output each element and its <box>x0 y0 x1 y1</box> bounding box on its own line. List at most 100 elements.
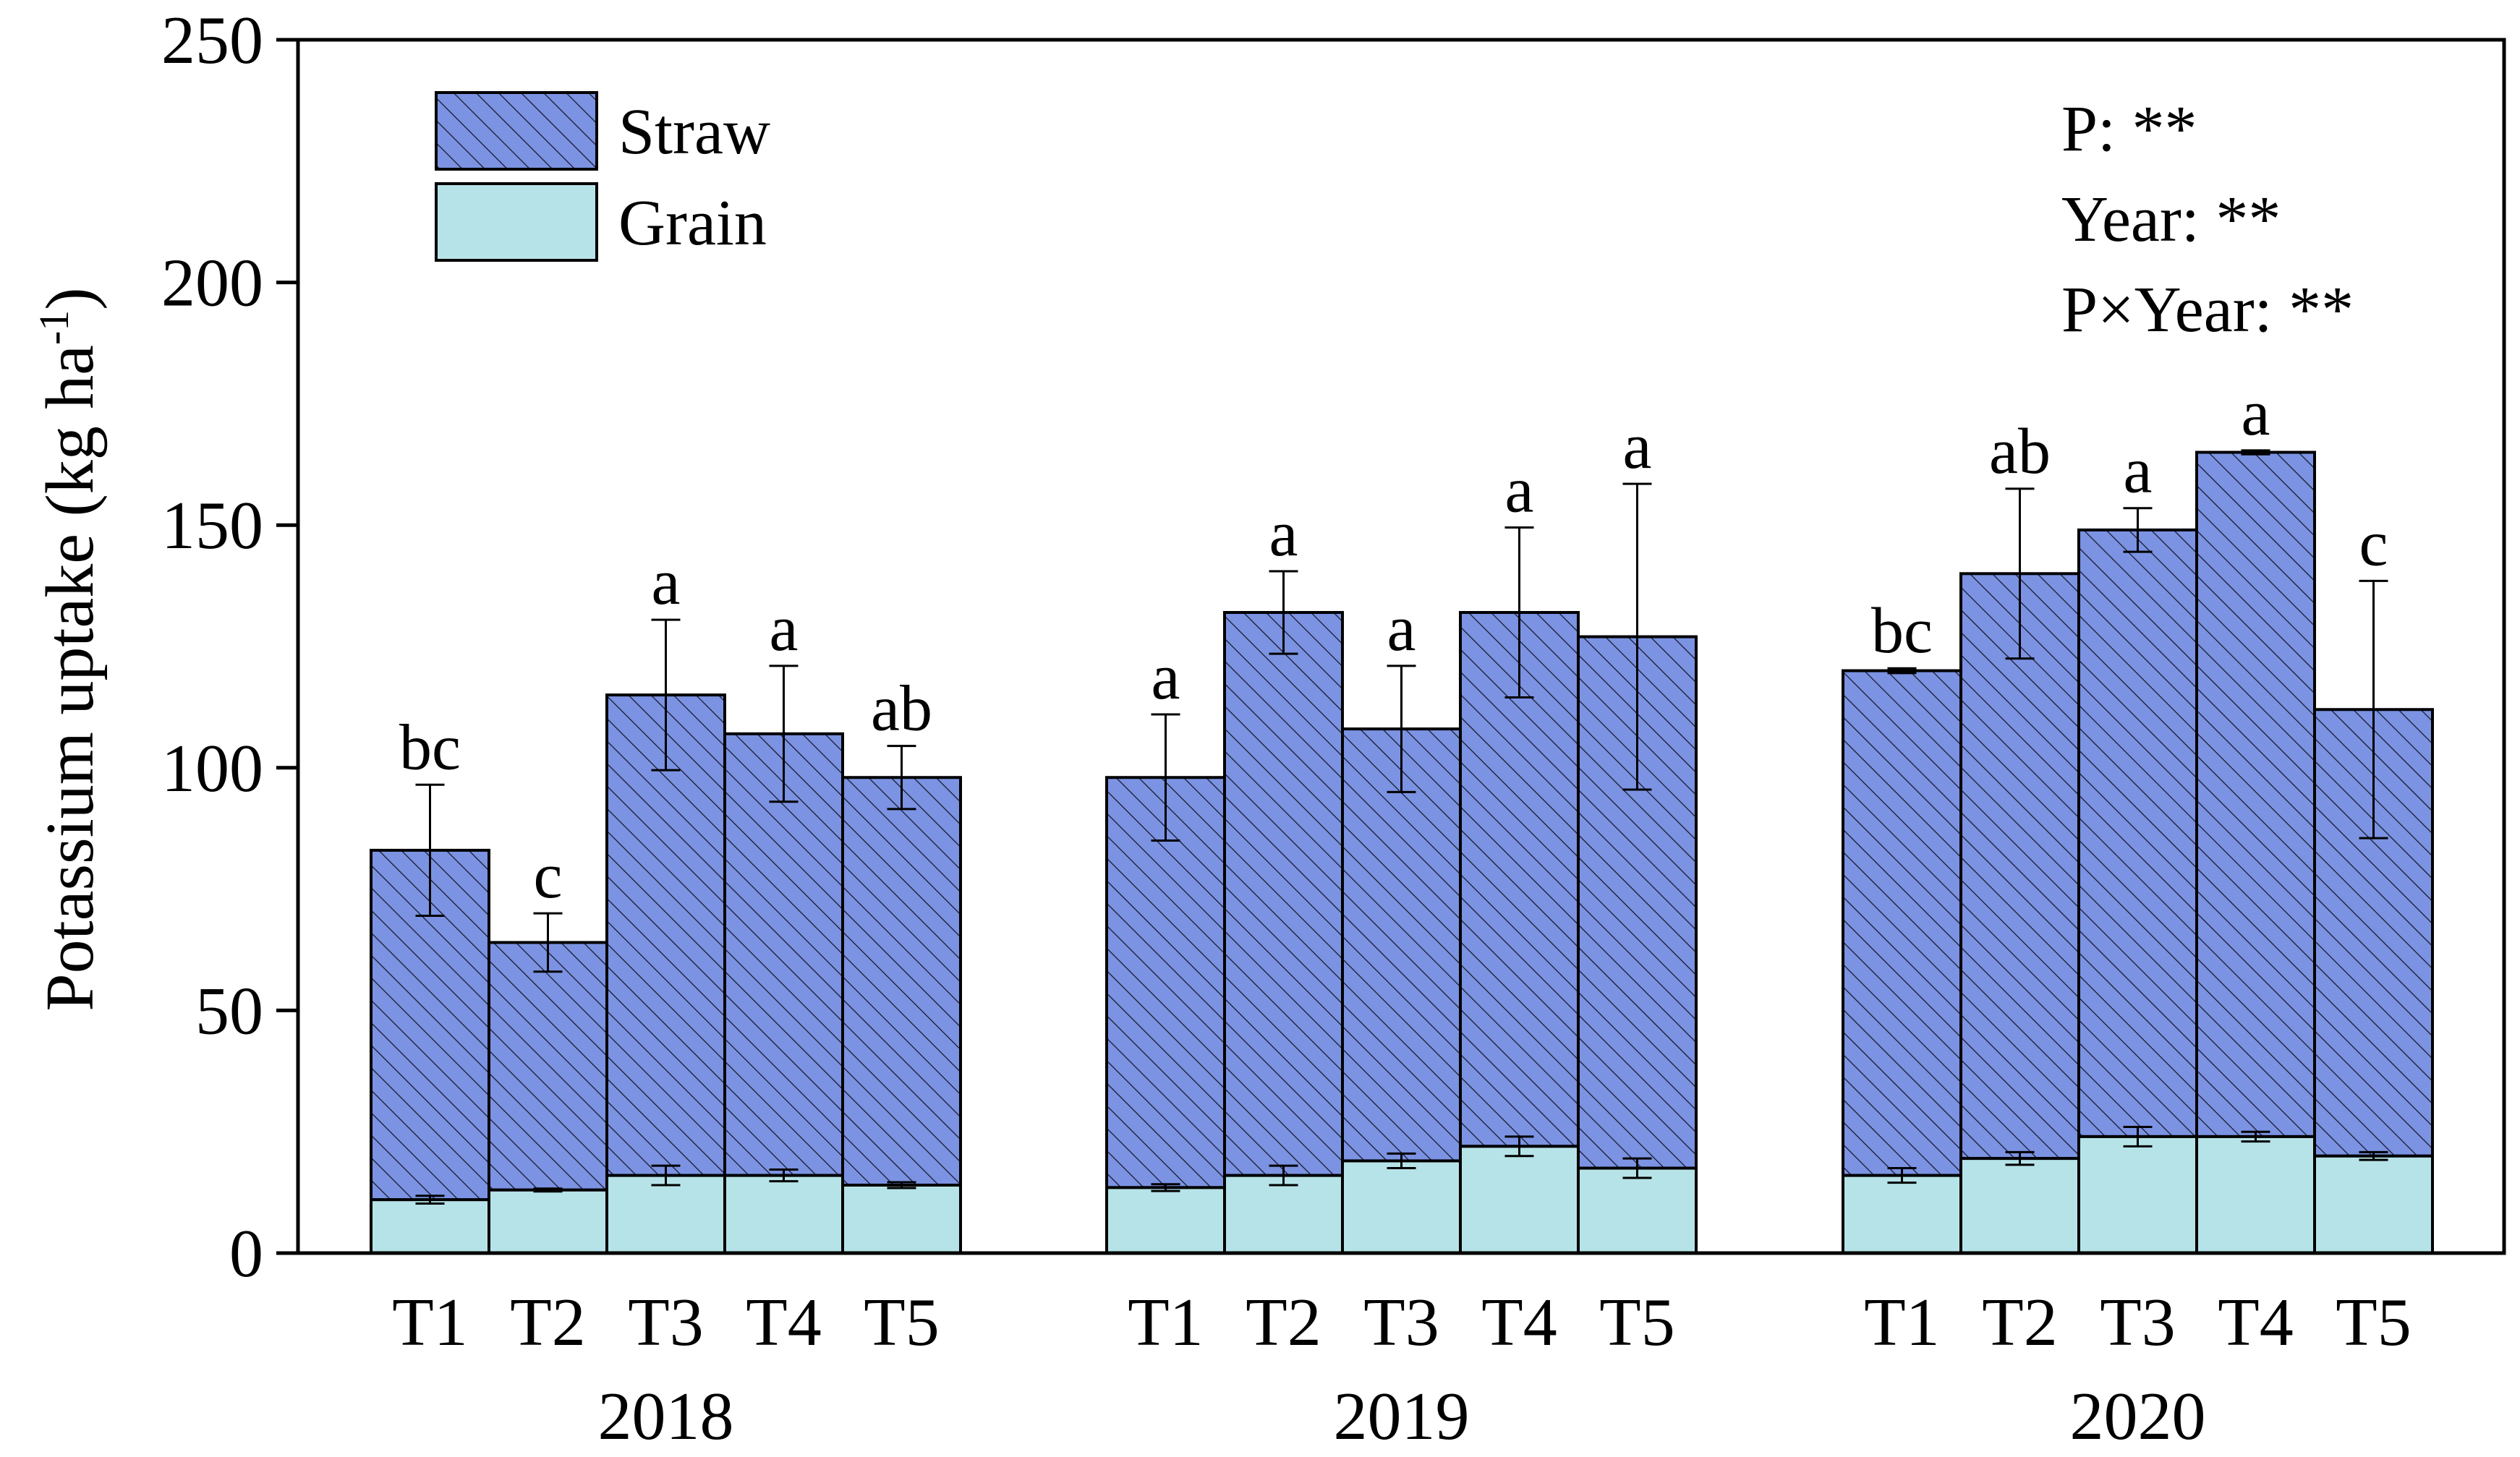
error-bar-grain-2020-T5 <box>2359 1150 2388 1161</box>
x-tick-label-2019-T1: T1 <box>1128 1285 1203 1360</box>
legend-swatch-straw <box>435 91 598 171</box>
error-bar-grain-2018-T2 <box>533 1187 563 1193</box>
error-bar-grain-2018-T4 <box>769 1168 799 1183</box>
significance-letter-2018-T3: a <box>652 547 681 618</box>
labels-layer: bc T1 c T2 a T3 a T4 ab T5 2018 a T1 a T2 a T3 a T4 a T5 2019… <box>161 3 2412 1454</box>
x-tick-label-2019-T3: T3 <box>1363 1285 1439 1360</box>
x-tick-label-2019-T5: T5 <box>1599 1285 1674 1360</box>
x-tick-label-2019-T4: T4 <box>1481 1285 1557 1360</box>
error-bar-total-2018-T2 <box>533 912 563 973</box>
error-bar-total-2018-T4 <box>769 665 799 803</box>
annotation-p-by-year: P×Year: ** <box>2061 274 2354 346</box>
error-bar-total-2019-T1 <box>1151 713 1180 842</box>
error-bar-grain-2019-T4 <box>1504 1135 1534 1158</box>
bar-straw-2020-T5 <box>2313 708 2434 1158</box>
y-axis-title: Potassium uptake (kg ha-1) <box>30 287 108 1011</box>
x-tick-label-2020-T3: T3 <box>2100 1285 2175 1360</box>
error-bar-grain-2019-T5 <box>1622 1157 1652 1179</box>
bar-grain-2020-T3 <box>2077 1135 2198 1255</box>
error-bar-total-2020-T2 <box>2005 487 2035 660</box>
bar-grain-2019-T4 <box>1459 1145 1580 1255</box>
bar-straw-2019-T3 <box>1341 727 1462 1163</box>
y-tick-label-250: 250 <box>161 3 263 78</box>
x-tick-label-2018-T2: T2 <box>510 1285 585 1360</box>
significance-letter-2018-T5: ab <box>871 673 932 745</box>
x-tick-label-2019-T2: T2 <box>1246 1285 1321 1360</box>
bar-grain-2018-T5 <box>841 1184 962 1255</box>
bar-grain-2018-T4 <box>723 1174 844 1255</box>
annotation-year: Year: ** <box>2061 184 2281 255</box>
bar-grain-2020-T2 <box>1959 1157 2080 1255</box>
error-bar-grain-2019-T3 <box>1387 1152 1416 1170</box>
x-tick-label-2018-T4: T4 <box>746 1285 821 1360</box>
significance-letter-2019-T4: a <box>1505 455 1534 526</box>
significance-letter-2019-T3: a <box>1387 593 1416 665</box>
error-bar-grain-2020-T3 <box>2123 1125 2153 1148</box>
significance-letter-2018-T1: bc <box>399 712 461 783</box>
x-tick-label-2018-T1: T1 <box>392 1285 467 1360</box>
error-bar-grain-2018-T5 <box>887 1181 916 1189</box>
legend-label-grain: Grain <box>618 187 767 259</box>
legend-swatch-grain <box>435 182 598 262</box>
bar-grain-2019-T3 <box>1341 1159 1462 1255</box>
x-tick-label-2020-T5: T5 <box>2336 1285 2411 1360</box>
error-bar-total-2018-T3 <box>651 618 681 772</box>
bar-grain-2019-T5 <box>1577 1166 1698 1255</box>
error-bar-total-2019-T2 <box>1269 570 1298 655</box>
bar-grain-2018-T1 <box>370 1198 490 1255</box>
bar-grain-2020-T4 <box>2195 1135 2316 1255</box>
bar-straw-2020-T1 <box>1842 669 1962 1177</box>
y-axis-title-sup: -1 <box>30 310 77 345</box>
bar-grain-2020-T1 <box>1842 1174 1962 1255</box>
error-bar-total-2020-T3 <box>2123 507 2153 553</box>
y-tick-label-100: 100 <box>161 731 263 806</box>
error-bar-total-2020-T4 <box>2241 449 2270 456</box>
x-group-label-2019: 2019 <box>1334 1379 1470 1454</box>
bar-group-2020 <box>1842 449 2434 1255</box>
significance-letter-2020-T4: a <box>2242 377 2270 449</box>
significance-letter-2020-T1: bc <box>1871 595 1933 667</box>
error-bar-grain-2018-T3 <box>651 1164 681 1187</box>
x-group-label-2018: 2018 <box>598 1379 734 1454</box>
error-bar-grain-2020-T4 <box>2241 1130 2270 1143</box>
bar-straw-2019-T4 <box>1459 611 1580 1148</box>
significance-letter-2019-T1: a <box>1152 641 1180 713</box>
y-tick-label-50: 50 <box>195 973 263 1048</box>
error-bar-total-2018-T5 <box>887 745 916 811</box>
bar-grain-2018-T2 <box>488 1188 608 1255</box>
legend-label-straw: Straw <box>618 96 770 168</box>
significance-letter-2018-T4: a <box>770 593 799 665</box>
error-bar-grain-2019-T1 <box>1151 1183 1180 1192</box>
bar-group-2019 <box>1105 482 1698 1255</box>
bar-grain-2019-T1 <box>1105 1186 1226 1255</box>
error-bar-grain-2020-T1 <box>1887 1167 1917 1184</box>
bar-grain-2020-T5 <box>2313 1154 2434 1255</box>
error-bar-grain-2019-T2 <box>1269 1164 1298 1187</box>
error-bar-total-2019-T4 <box>1504 526 1534 698</box>
annotation-p: P: ** <box>2061 93 2197 165</box>
significance-letter-2019-T2: a <box>1269 498 1298 570</box>
error-bar-total-2020-T5 <box>2359 579 2388 839</box>
bar-straw-2020-T2 <box>1959 572 2080 1161</box>
significance-letter-2019-T5: a <box>1623 411 1652 482</box>
error-bar-total-2019-T3 <box>1387 665 1416 793</box>
bar-grain-2018-T3 <box>605 1174 726 1255</box>
bar-straw-2018-T2 <box>488 941 608 1192</box>
axis-layer <box>276 38 2506 1255</box>
x-tick-label-2020-T4: T4 <box>2218 1285 2293 1360</box>
significance-letter-2020-T3: a <box>2124 435 2153 507</box>
error-bar-grain-2020-T2 <box>2005 1150 2035 1166</box>
x-tick-label-2020-T2: T2 <box>1982 1285 2057 1360</box>
significance-letter-2020-T5: c <box>2359 508 2388 579</box>
legend: Straw Grain <box>435 91 770 262</box>
significance-letter-2020-T2: ab <box>1989 416 2051 487</box>
significance-letter-2018-T2: c <box>534 840 563 912</box>
bar-grain-2019-T2 <box>1223 1174 1344 1255</box>
y-axis-title-close: ) <box>33 287 108 309</box>
bar-straw-2019-T2 <box>1223 611 1344 1177</box>
bars-layer <box>370 449 2434 1255</box>
x-tick-label-2018-T5: T5 <box>864 1285 939 1360</box>
plot-frame <box>296 38 2506 1255</box>
y-axis-title-main: Potassium uptake (kg ha <box>33 345 108 1012</box>
